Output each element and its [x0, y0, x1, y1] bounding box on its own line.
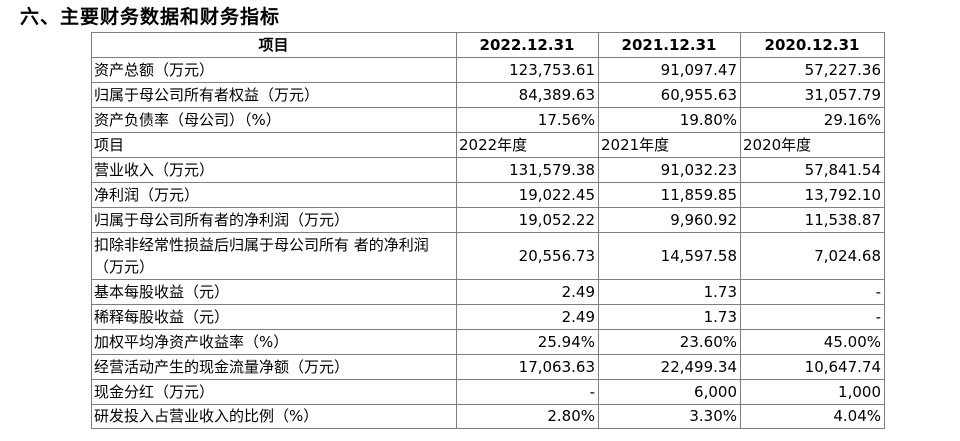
header-2020: 2020.12.31 [740, 32, 885, 58]
cell-2021: 9,960.92 [598, 207, 741, 233]
cell-2021: 19.80% [598, 107, 741, 133]
cell-2020: 1,000 [740, 379, 885, 405]
row-label: 净利润（万元） [91, 182, 457, 208]
cell-2020: 13,792.10 [740, 182, 885, 208]
cell-2022: 84,389.63 [456, 82, 599, 108]
row-label: 研发投入占营业收入的比例（%） [91, 404, 457, 429]
table-row: 稀释每股收益（元） 2.49 1.73 - [91, 304, 885, 330]
cell-2020: 10,647.74 [740, 354, 885, 380]
cell-2021: 1.73 [598, 304, 741, 330]
header-item: 项目 [91, 32, 457, 58]
row-label: 稀释每股收益（元） [91, 304, 457, 330]
cell-2021: 60,955.63 [598, 82, 741, 108]
row-label: 资产负债率（母公司）（%） [91, 107, 457, 133]
cell-2021: 22,499.34 [598, 354, 741, 380]
subheader-2021: 2021年度 [598, 132, 741, 158]
table-row: 现金分红（万元） - 6,000 1,000 [91, 379, 885, 405]
cell-2020: 57,841.54 [740, 157, 885, 183]
row-label: 现金分红（万元） [91, 379, 457, 405]
cell-2021: 91,032.23 [598, 157, 741, 183]
header-2022: 2022.12.31 [456, 32, 599, 58]
cell-2021: 3.30% [598, 404, 741, 429]
table-row: 资产总额（万元） 123,753.61 91,097.47 57,227.36 [91, 57, 885, 83]
cell-2020: 57,227.36 [740, 57, 885, 83]
table-row: 归属于母公司所有者的净利润（万元） 19,052.22 9,960.92 11,… [91, 207, 885, 233]
table-row: 研发投入占营业收入的比例（%） 2.80% 3.30% 4.04% [91, 404, 885, 429]
cell-2021: 91,097.47 [598, 57, 741, 83]
row-label: 经营活动产生的现金流量净额（万元） [91, 354, 457, 380]
cell-2022: 17.56% [456, 107, 599, 133]
row-label: 扣除非经常性损益后归属于母公司所有 者的净利润（万元） [91, 232, 457, 280]
row-label: 归属于母公司所有者权益（万元） [91, 82, 457, 108]
subheader-2022: 2022年度 [456, 132, 599, 158]
cell-2021: 23.60% [598, 329, 741, 355]
table-row: 归属于母公司所有者权益（万元） 84,389.63 60,955.63 31,0… [91, 82, 885, 108]
cell-2021: 1.73 [598, 279, 741, 305]
cell-2021: 11,859.85 [598, 182, 741, 208]
cell-2022: 19,022.45 [456, 182, 599, 208]
table-row: 经营活动产生的现金流量净额（万元） 17,063.63 22,499.34 10… [91, 354, 885, 380]
financial-data-table: 项目 2022.12.31 2021.12.31 2020.12.31 资产总额… [91, 32, 885, 429]
cell-2020: 31,057.79 [740, 82, 885, 108]
table-row: 营业收入（万元） 131,579.38 91,032.23 57,841.54 [91, 157, 885, 183]
cell-2021: 14,597.58 [598, 232, 741, 280]
cell-2020: 29.16% [740, 107, 885, 133]
table-header-row: 项目 2022.12.31 2021.12.31 2020.12.31 [91, 32, 885, 58]
cell-2022: 2.80% [456, 404, 599, 429]
row-label: 归属于母公司所有者的净利润（万元） [91, 207, 457, 233]
cell-2020: - [740, 279, 885, 305]
row-label: 基本每股收益（元） [91, 279, 457, 305]
cell-2022: 17,063.63 [456, 354, 599, 380]
cell-2022: 19,052.22 [456, 207, 599, 233]
cell-2020: 4.04% [740, 404, 885, 429]
subheader-2020: 2020年度 [740, 132, 885, 158]
cell-2020: 7,024.68 [740, 232, 885, 280]
table-row: 基本每股收益（元） 2.49 1.73 - [91, 279, 885, 305]
table-row: 扣除非经常性损益后归属于母公司所有 者的净利润（万元） 20,556.73 14… [91, 232, 885, 280]
section-title: 六、主要财务数据和财务指标 [20, 6, 281, 28]
header-2021: 2021.12.31 [598, 32, 741, 58]
cell-2022: 2.49 [456, 304, 599, 330]
row-label: 加权平均净资产收益率（%） [91, 329, 457, 355]
table-subheader-row: 项目 2022年度 2021年度 2020年度 [91, 132, 885, 158]
cell-2021: 6,000 [598, 379, 741, 405]
cell-2022: 123,753.61 [456, 57, 599, 83]
cell-2022: 2.49 [456, 279, 599, 305]
table-row: 加权平均净资产收益率（%） 25.94% 23.60% 45.00% [91, 329, 885, 355]
cell-2020: 45.00% [740, 329, 885, 355]
table-row: 净利润（万元） 19,022.45 11,859.85 13,792.10 [91, 182, 885, 208]
cell-2022: 25.94% [456, 329, 599, 355]
row-label: 资产总额（万元） [91, 57, 457, 83]
cell-2022: 131,579.38 [456, 157, 599, 183]
subheader-item: 项目 [91, 132, 457, 158]
cell-2020: - [740, 304, 885, 330]
cell-2020: 11,538.87 [740, 207, 885, 233]
cell-2022: 20,556.73 [456, 232, 599, 280]
table-row: 资产负债率（母公司）（%） 17.56% 19.80% 29.16% [91, 107, 885, 133]
row-label: 营业收入（万元） [91, 157, 457, 183]
cell-2022: - [456, 379, 599, 405]
